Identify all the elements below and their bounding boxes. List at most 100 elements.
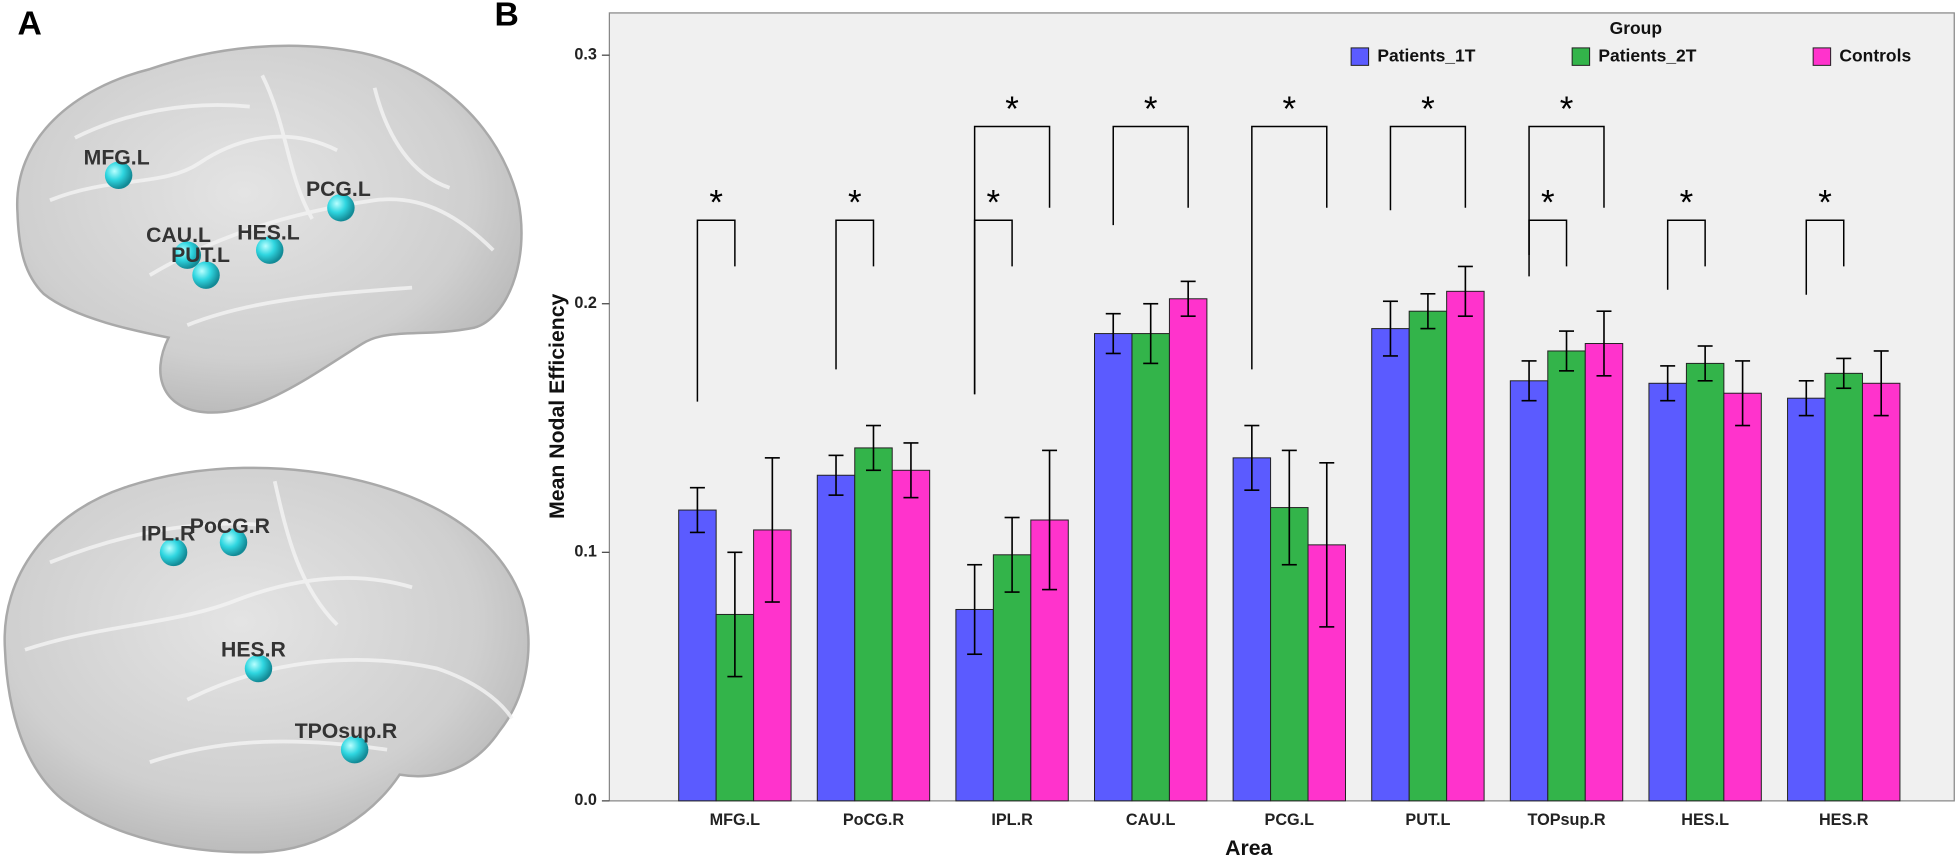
significance-star: * bbox=[1421, 90, 1435, 129]
bracket-line bbox=[696, 219, 736, 402]
error-bar bbox=[1521, 360, 1537, 402]
brain-top bbox=[16, 44, 523, 414]
x-tick-label: CAU.L bbox=[1126, 811, 1176, 829]
bracket-line bbox=[1528, 125, 1605, 256]
legend-label: Controls bbox=[1839, 45, 1911, 65]
x-tick-label: PoCG.R bbox=[843, 811, 905, 829]
x-tick-label: TOPsup.R bbox=[1527, 811, 1605, 829]
error-bar bbox=[1382, 300, 1398, 357]
x-tick-label: PUT.L bbox=[1405, 811, 1450, 829]
error-bar bbox=[727, 551, 743, 678]
error-bar bbox=[1596, 310, 1612, 377]
node-label: TPOsup.R bbox=[295, 720, 398, 743]
error-bar bbox=[1319, 462, 1335, 628]
error-bar bbox=[689, 486, 705, 534]
error-bar bbox=[967, 563, 983, 656]
bar bbox=[1168, 298, 1208, 802]
bar bbox=[1030, 519, 1069, 802]
error-bar bbox=[1042, 449, 1058, 591]
bar bbox=[816, 474, 856, 802]
panel-label: B bbox=[494, 0, 518, 34]
node-sphere bbox=[219, 528, 248, 557]
bar bbox=[1446, 290, 1485, 802]
error-bar bbox=[1873, 350, 1889, 417]
error-bar bbox=[1244, 424, 1260, 491]
bar bbox=[1371, 328, 1410, 802]
node-label: MFG.L bbox=[84, 147, 150, 170]
error-bar bbox=[1457, 265, 1473, 317]
significance-star: * bbox=[1144, 90, 1158, 129]
bar bbox=[1131, 333, 1170, 802]
error-bar bbox=[1660, 365, 1676, 402]
significance-star: * bbox=[1005, 90, 1019, 129]
node-label: HES.R bbox=[221, 639, 286, 662]
significance-bracket: * bbox=[1666, 183, 1706, 290]
node-sphere bbox=[173, 241, 202, 269]
legend-label: Patients_2T bbox=[1598, 45, 1696, 65]
error-bar bbox=[1143, 302, 1159, 365]
y-tick-label: 0.0 bbox=[574, 791, 597, 809]
bar bbox=[1861, 382, 1901, 802]
legend-label: Patients_1T bbox=[1377, 45, 1475, 65]
bar bbox=[1787, 397, 1826, 802]
brain-sulci bbox=[24, 480, 514, 764]
significance-star: * bbox=[1283, 90, 1297, 129]
significance-star: * bbox=[1560, 90, 1574, 129]
significance-star: * bbox=[1541, 183, 1555, 222]
bracket-line bbox=[1666, 219, 1706, 290]
bar bbox=[678, 509, 717, 802]
significance-bracket: * bbox=[1805, 183, 1845, 295]
bar bbox=[1094, 333, 1133, 802]
bar bbox=[891, 469, 931, 802]
brain-sulci bbox=[49, 74, 495, 327]
significance-bracket: * bbox=[1251, 90, 1328, 370]
legend-swatch bbox=[1350, 47, 1370, 66]
error-bar bbox=[903, 442, 919, 499]
significance-star: * bbox=[1680, 183, 1694, 222]
x-tick-label: HES.L bbox=[1681, 811, 1729, 829]
x-axis-title: Area bbox=[1225, 837, 1272, 860]
significance-bracket: * bbox=[973, 90, 1051, 395]
error-bar bbox=[1004, 516, 1020, 593]
node-sphere bbox=[104, 161, 133, 189]
error-bar bbox=[865, 424, 881, 472]
node-sphere bbox=[244, 654, 273, 683]
node-label: PoCG.R bbox=[190, 515, 270, 538]
x-tick-label: IPL.R bbox=[991, 811, 1033, 829]
node-sphere bbox=[159, 538, 188, 567]
bar bbox=[1685, 362, 1725, 802]
bracket-line bbox=[835, 219, 875, 370]
error-bar bbox=[1559, 330, 1575, 372]
bracket-line bbox=[1112, 125, 1189, 226]
bar bbox=[1270, 507, 1309, 802]
bracket-line bbox=[1389, 125, 1467, 211]
significance-bracket: * bbox=[1112, 90, 1189, 226]
significance-bracket: * bbox=[1389, 90, 1467, 211]
bracket-line bbox=[1251, 125, 1328, 370]
node-label: PUT.L bbox=[171, 244, 230, 267]
y-axis-title: Mean Nodal Efficiency bbox=[546, 293, 569, 518]
error-bar bbox=[1735, 360, 1751, 427]
significance-bracket: * bbox=[1528, 90, 1605, 256]
x-tick-label: MFG.L bbox=[710, 811, 761, 829]
y-tick-label: 0.1 bbox=[574, 543, 597, 561]
error-bar bbox=[764, 457, 780, 603]
significance-bracket: * bbox=[696, 183, 736, 402]
error-bar bbox=[1420, 292, 1436, 330]
node-label: IPL.R bbox=[141, 523, 195, 546]
bracket-line bbox=[973, 125, 1051, 395]
bar bbox=[1723, 392, 1762, 802]
legend-swatch bbox=[1812, 47, 1832, 66]
node-label: HES.L bbox=[237, 222, 300, 245]
error-bar bbox=[1281, 449, 1297, 566]
node-label: PCG.L bbox=[306, 178, 371, 201]
error-bar bbox=[1697, 345, 1713, 382]
bar bbox=[1648, 382, 1687, 802]
significance-star: * bbox=[709, 183, 723, 222]
x-tick-label: PCG.L bbox=[1265, 811, 1315, 829]
bar bbox=[1824, 372, 1863, 802]
plot: 0.0 0.1 0.2 0.3 MFG.L PoCG.R IPL.R CAU.L PCG.L PU… bbox=[574, 45, 1911, 829]
y-tick-label: 0.3 bbox=[574, 45, 597, 63]
